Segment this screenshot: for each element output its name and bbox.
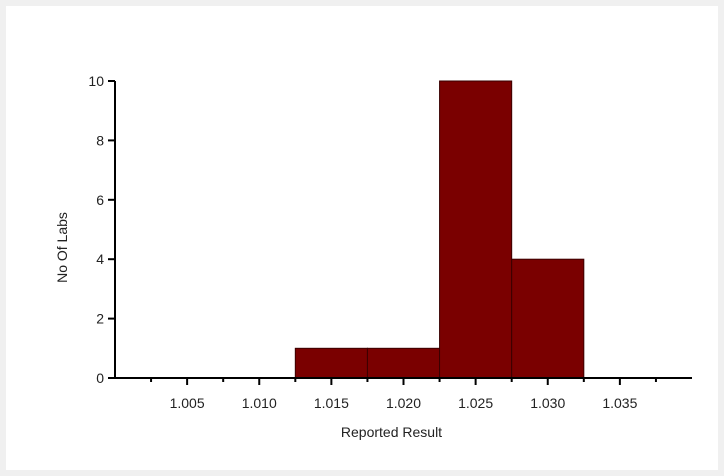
- x-tick-label: 1.010: [242, 395, 277, 411]
- y-tick-label: 0: [96, 370, 104, 386]
- x-tick-label: 1.015: [314, 395, 349, 411]
- y-tick-label: 10: [88, 73, 104, 89]
- histogram-bar-3: [439, 80, 513, 379]
- chart-panel: 0 2 4 6 8 10 1.005 1.010 1.015 1.020 1.025 1.030 1.…: [6, 6, 718, 470]
- x-tick-label: 1.020: [386, 395, 421, 411]
- y-tick-label: 2: [96, 311, 104, 327]
- y-axis-title: No Of Labs: [54, 212, 70, 283]
- x-tick-label: 1.005: [170, 395, 205, 411]
- axes-group: [114, 81, 692, 379]
- y-tick-label: 6: [96, 192, 104, 208]
- x-tick-label: 1.035: [602, 395, 637, 411]
- y-tick-label: 4: [96, 251, 104, 267]
- histogram-bar-2: [366, 347, 441, 379]
- x-axis-title: Reported Result: [341, 424, 442, 440]
- x-tick-label: 1.025: [458, 395, 493, 411]
- histogram-bar-4: [511, 258, 585, 379]
- x-tick-label: 1.030: [530, 395, 565, 411]
- y-ticks-group: 0 2 4 6 8 10: [88, 73, 115, 386]
- bars-group: [294, 80, 585, 379]
- y-tick-label: 8: [96, 132, 104, 148]
- x-ticks-group: 1.005 1.010 1.015 1.020 1.025 1.030 1.035: [150, 378, 657, 411]
- histogram-bar-1: [294, 347, 368, 379]
